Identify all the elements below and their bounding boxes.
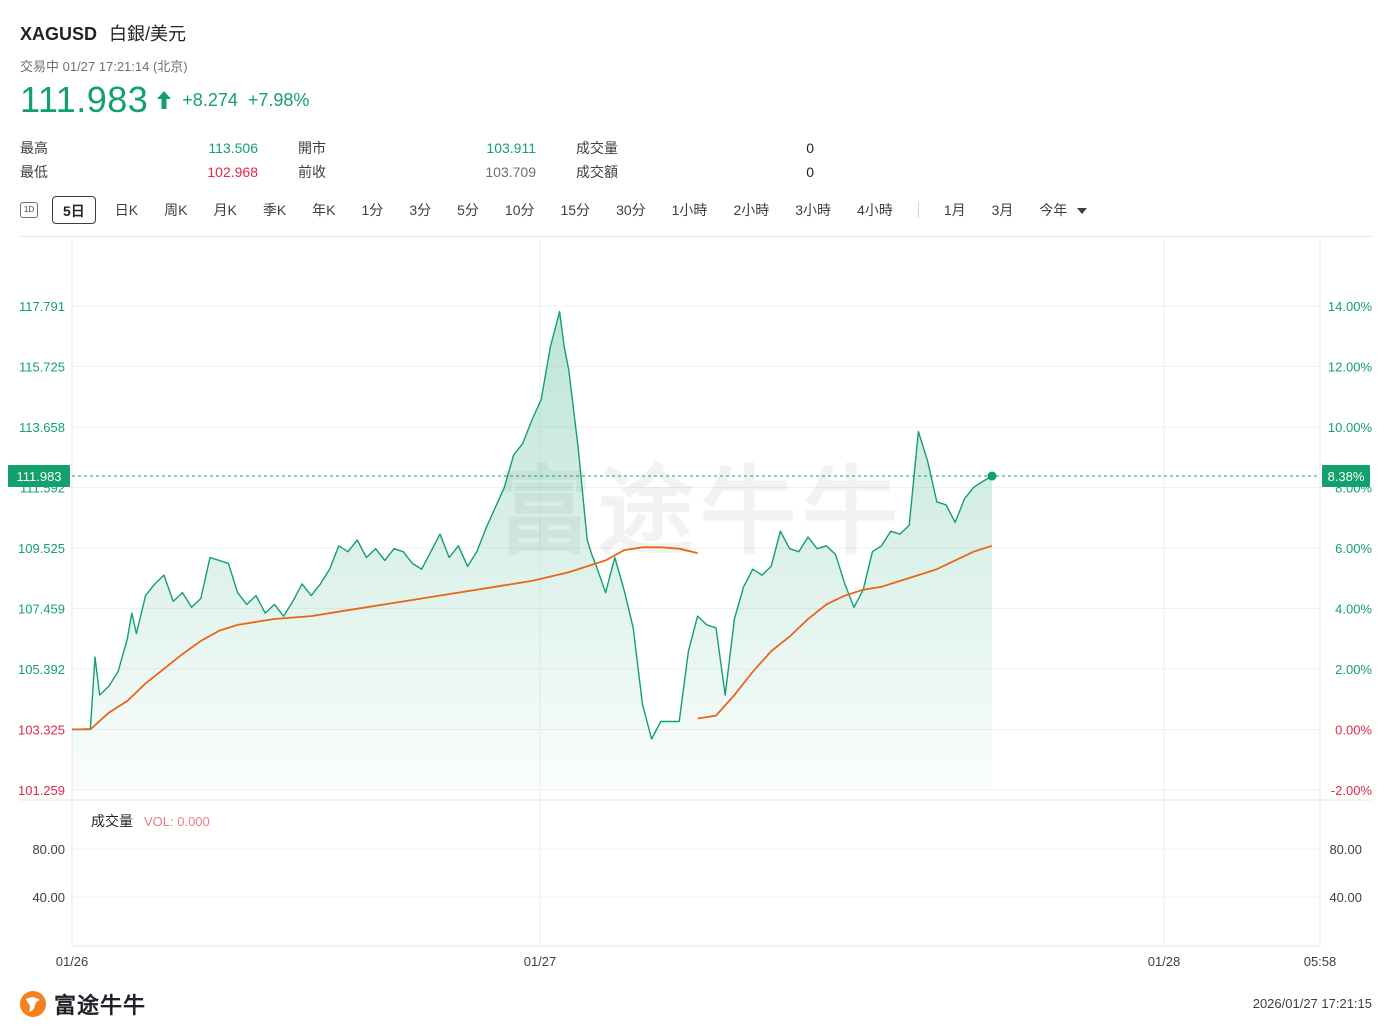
quote-stats: 最高 113.506 開市 103.911 成交量 0 最低 102.968 前… <box>20 136 840 184</box>
header-divider <box>20 236 1372 237</box>
tab-30min[interactable]: 30分 <box>616 202 646 218</box>
tab-1month[interactable]: 1月 <box>943 202 966 218</box>
prev-close-value: 103.709 <box>485 164 536 180</box>
trading-status: 交易中 01/27 17:21:14 (北京) <box>20 59 188 74</box>
quote-header: XAGUSD 白銀/美元 交易中 01/27 17:21:14 (北京) 111… <box>20 20 1372 122</box>
tab-monthly[interactable]: 月K <box>213 202 237 218</box>
current-pct-badge <box>1322 465 1370 488</box>
pct-tick-label: 4.00% <box>1335 601 1372 616</box>
price-tick-label: 105.392 <box>18 662 65 677</box>
high-label: 最高 <box>20 140 48 156</box>
chart-mode-icon[interactable]: 1D <box>20 202 38 218</box>
price-tick-label: 115.725 <box>19 359 65 374</box>
up-arrow-icon <box>156 90 172 110</box>
futu-logo-icon <box>20 991 46 1017</box>
low-label: 最低 <box>20 164 48 180</box>
ytd-dropdown[interactable]: 今年 <box>1026 196 1100 224</box>
price-tick-label: 103.325 <box>18 723 65 738</box>
price-tick-label: 107.459 <box>18 601 65 616</box>
tab-3min[interactable]: 3分 <box>409 202 432 218</box>
x-tick-label: 05:58 <box>1304 954 1337 969</box>
price-area <box>72 311 992 790</box>
volume-label: 成交量 <box>576 140 618 156</box>
price-tick-label: 113.658 <box>19 420 65 435</box>
footer-logo: 富途牛牛 <box>18 988 146 1020</box>
volume-value: 0 <box>806 140 814 156</box>
period-tabs: 1D 5日 日K 周K 月K 季K 年K 1分 3分 5分 10分 15分 30… <box>20 196 1100 224</box>
price-chart[interactable]: 富途牛牛117.791115.725113.658111.592109.5251… <box>0 240 1392 980</box>
tab-5d[interactable]: 5日 <box>52 196 96 224</box>
prev-close-label: 前收 <box>298 164 326 180</box>
tab-yearly[interactable]: 年K <box>312 202 336 218</box>
volume-tick-label-left: 40.00 <box>32 890 65 905</box>
open-label: 開市 <box>298 140 326 156</box>
footer-logo-text: 富途牛牛 <box>54 993 147 1018</box>
footer-timestamp: 2026/01/27 17:21:15 <box>1252 996 1372 1011</box>
symbol: XAGUSD <box>20 24 98 44</box>
price-tick-label: 117.791 <box>19 299 65 314</box>
current-pct-badge-label: 8.38% <box>1328 469 1365 484</box>
pct-tick-label: 14.00% <box>1328 299 1373 314</box>
tab-10min[interactable]: 10分 <box>504 202 535 218</box>
current-price-dot <box>987 471 997 481</box>
ytd-dropdown-label: 今年 <box>1039 202 1068 218</box>
pct-tick-label: 2.00% <box>1335 662 1372 677</box>
pct-tick-label: -2.00% <box>1331 783 1373 798</box>
pct-tick-label: 12.00% <box>1328 359 1373 374</box>
tab-3month[interactable]: 3月 <box>991 202 1014 218</box>
price-line <box>71 310 993 740</box>
current-price-badge <box>8 465 70 488</box>
price-change: +8.274 <box>182 89 238 110</box>
high-value: 113.506 <box>208 140 258 156</box>
price-change-pct: +7.98% <box>247 89 310 110</box>
open-value: 103.911 <box>486 140 536 156</box>
tab-4hour[interactable]: 4小時 <box>857 202 893 218</box>
volume-tick-label-right: 80.00 <box>1329 842 1362 857</box>
x-tick-label: 01/28 <box>1148 954 1181 969</box>
tab-2hour[interactable]: 2小時 <box>733 202 770 218</box>
pct-tick-label: 10.00% <box>1328 420 1373 435</box>
instrument-name: 白銀/美元 <box>109 24 187 44</box>
tab-daily[interactable]: 日K <box>114 202 139 218</box>
tab-5min[interactable]: 5分 <box>457 202 479 218</box>
current-price-badge-label: 111.983 <box>16 469 61 484</box>
tab-15min[interactable]: 15分 <box>560 202 591 218</box>
average-line-2 <box>697 544 993 720</box>
average-line-1 <box>72 546 698 731</box>
pct-tick-label: 6.00% <box>1335 541 1372 556</box>
volume-panel-value: VOL: 0.000 <box>144 814 210 829</box>
caret-down-icon <box>1077 208 1088 215</box>
pct-tick-label: 0.00% <box>1335 723 1372 738</box>
x-tick-label: 01/27 <box>524 954 557 969</box>
volume-tick-label-left: 80.00 <box>32 842 65 857</box>
tab-3hour[interactable]: 3小時 <box>795 202 832 218</box>
x-tick-label: 01/26 <box>56 954 89 969</box>
tab-weekly[interactable]: 周K <box>164 202 188 218</box>
volume-tick-label-right: 40.00 <box>1329 890 1362 905</box>
tab-separator <box>917 202 919 218</box>
turnover-value: 0 <box>806 164 814 180</box>
tab-1hour[interactable]: 1小時 <box>671 202 708 218</box>
tab-1min[interactable]: 1分 <box>361 202 384 218</box>
low-value: 102.968 <box>207 164 258 180</box>
last-price: 111.983 <box>20 79 149 120</box>
tab-quarterly[interactable]: 季K <box>262 202 287 218</box>
turnover-label: 成交額 <box>576 164 618 180</box>
volume-panel-label: 成交量 <box>91 813 133 829</box>
price-tick-label: 101.259 <box>18 783 65 798</box>
price-tick-label: 109.525 <box>18 541 65 556</box>
